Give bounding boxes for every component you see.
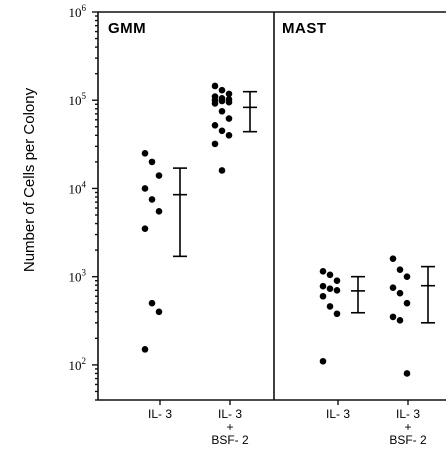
data-point — [225, 132, 233, 139]
data-point — [333, 287, 341, 294]
data-point — [333, 310, 341, 318]
data-point — [319, 292, 327, 300]
data-point — [218, 97, 226, 105]
data-point — [326, 271, 334, 279]
x-tick-label: + — [404, 420, 411, 434]
x-tick-label: IL- 3 — [148, 407, 172, 421]
data-point — [148, 299, 156, 307]
data-point — [403, 370, 411, 377]
y-tick-label-base: 10 — [69, 270, 82, 285]
data-point — [389, 255, 397, 262]
data-point — [211, 82, 219, 90]
data-point — [319, 282, 327, 290]
data-point — [218, 167, 226, 174]
y-tick-label: 105 — [69, 91, 87, 108]
y-tick-label-exponent: 3 — [82, 268, 87, 278]
data-point — [148, 196, 156, 203]
data-point — [218, 86, 226, 94]
data-point — [155, 308, 163, 316]
data-point — [141, 346, 149, 353]
x-tick-label: BSF- 2 — [211, 433, 249, 447]
data-point — [141, 150, 149, 157]
x-tick-label: IL- 3 — [326, 407, 350, 421]
x-tick-label: IL- 3 — [218, 407, 242, 421]
y-tick-label-base: 10 — [69, 5, 82, 20]
data-point — [396, 317, 404, 324]
y-tick-label-exponent: 4 — [82, 179, 87, 189]
y-tick-label-exponent: 2 — [82, 356, 87, 366]
data-point — [396, 266, 404, 273]
panels: GMM MAST — [108, 20, 435, 377]
data-point — [225, 90, 233, 98]
data-point — [225, 115, 233, 122]
y-tick-label: 103 — [69, 268, 87, 285]
x-tick-labels: IL- 3 IL- 3+BSF- 2IL- 3 IL- 3+BSF- 2 — [148, 400, 427, 447]
data-point — [389, 313, 397, 321]
data-point — [225, 98, 233, 106]
y-tick-label: 106 — [69, 3, 87, 20]
data-point — [218, 107, 226, 115]
panel-label: MAST — [282, 20, 327, 37]
data-point — [141, 225, 149, 232]
y-axis-label: Number of Cells per Colony — [21, 87, 38, 272]
y-tick-label-base: 10 — [69, 358, 82, 373]
data-point — [211, 140, 219, 148]
y-tick-label-base: 10 — [69, 93, 82, 108]
y-tick-label-exponent: 6 — [82, 3, 87, 13]
data-point — [333, 277, 341, 285]
data-point — [326, 285, 334, 293]
y-tick-label-base: 10 — [69, 181, 82, 196]
panel-label: GMM — [108, 20, 146, 37]
y-tick-label: 104 — [69, 179, 87, 196]
data-point — [148, 158, 156, 166]
axes — [97, 11, 446, 401]
y-tick-label-exponent: 5 — [82, 91, 87, 101]
x-tick-label: + — [226, 420, 233, 434]
data-point — [403, 299, 411, 307]
data-point — [396, 289, 404, 297]
data-point — [218, 127, 226, 135]
data-point — [155, 208, 163, 215]
data-point — [211, 100, 219, 107]
x-tick-label: BSF- 2 — [389, 433, 427, 447]
data-point — [403, 273, 411, 280]
y-tick-label: 102 — [69, 356, 87, 373]
x-tick-label: IL- 3 — [396, 407, 420, 421]
data-point — [141, 185, 149, 192]
data-point — [319, 357, 327, 365]
data-point — [211, 121, 219, 129]
data-point — [326, 303, 334, 310]
data-point — [389, 284, 397, 291]
data-point — [319, 268, 327, 275]
data-point — [155, 172, 163, 179]
